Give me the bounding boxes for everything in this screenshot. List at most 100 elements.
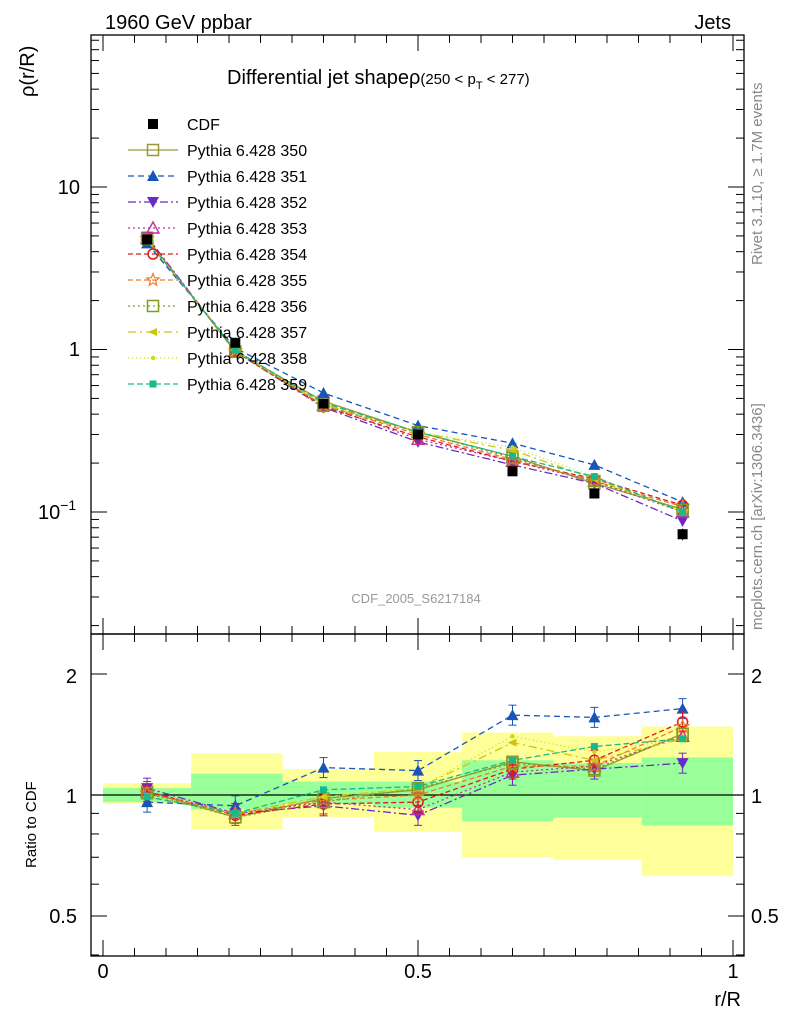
main-series-point <box>506 437 519 449</box>
plot-title: Differential jet shapeρ(250 < pT < 277) <box>227 67 530 92</box>
ratio-series-point <box>590 743 598 751</box>
legend-label: Pythia 6.428 359 <box>187 377 307 394</box>
main-y-tick-label-base: 10 <box>38 502 60 524</box>
ratio-y-axis-label: Ratio to CDF <box>23 781 40 868</box>
plot-title-range: (250 < p <box>420 71 475 88</box>
main-y-tick-label-0.1: 10−1 <box>38 497 76 524</box>
ratio-series-point <box>509 756 516 764</box>
main-y-tick-label-exponent: −1 <box>60 497 76 513</box>
ratio-series-point <box>676 758 689 770</box>
main-series-point <box>676 516 689 528</box>
ratio-series-point <box>674 718 691 734</box>
header-left: 1960 GeV ppbar <box>105 12 252 34</box>
ratio-series-point <box>410 802 426 816</box>
plot-title-main: Differential jet shapeρ <box>227 67 420 89</box>
main-series-point <box>317 386 330 398</box>
ratio-y-tick-label-0.5: 0.5 <box>49 906 77 928</box>
legend-marker <box>145 220 161 234</box>
watermark: CDF_2005_S6217184 <box>351 591 480 606</box>
ratio-series-point <box>411 781 425 795</box>
legend: CDF Pythia 6.428 350 Pythia 6.428 351 Pythi… <box>128 117 307 394</box>
ratio-series-point <box>412 764 424 776</box>
legend-marker <box>147 248 159 260</box>
legend-item: Pythia 6.428 359 <box>128 377 307 394</box>
data-point <box>318 398 329 409</box>
main-y-axis-label: ρ(r/R) <box>17 46 39 97</box>
legend-item: Pythia 6.428 356 <box>128 299 307 316</box>
legend-label: Pythia 6.428 353 <box>187 221 307 238</box>
inner-band-bin <box>641 757 733 826</box>
legend-item: Pythia 6.428 351 <box>128 169 307 186</box>
data-point <box>677 529 688 540</box>
legend-label: Pythia 6.428 351 <box>187 169 307 186</box>
legend-marker-cdf <box>148 119 158 129</box>
axis-ticks <box>91 35 744 956</box>
main-series-point <box>679 508 687 516</box>
x-axis-label: r/R <box>714 989 741 1011</box>
legend-label: Pythia 6.428 356 <box>187 299 307 316</box>
legend-item: Pythia 6.428 357 <box>128 325 307 342</box>
plot-title-range-end: < 277) <box>483 71 530 88</box>
x-tick-label-1: 1 <box>727 961 738 983</box>
ratio-series <box>139 698 691 826</box>
ratio-series-point <box>317 761 330 773</box>
side-text-bottom: mcplots.cern.ch [arXiv:1306.3436] <box>749 403 766 630</box>
legend-label: Pythia 6.428 352 <box>187 195 307 212</box>
ratio-series-point <box>321 794 326 799</box>
main-series-point <box>509 452 516 460</box>
ratio-series-point <box>507 738 517 747</box>
ratio-series-point <box>588 711 601 723</box>
legend-label-cdf: CDF <box>187 117 220 134</box>
ratio-series-point <box>588 762 601 776</box>
ratio-series-point <box>589 756 599 765</box>
main-y-tick-label-10: 10 <box>58 177 80 199</box>
legend-item: Pythia 6.428 350 <box>128 143 307 160</box>
legend-item: Pythia 6.428 354 <box>128 247 307 264</box>
legend-marker <box>148 328 157 336</box>
legend-marker <box>147 197 159 208</box>
ratio-series-point <box>320 786 327 794</box>
data-point <box>589 488 600 499</box>
legend-label: Pythia 6.428 357 <box>187 325 307 342</box>
x-tick-label-0.5: 0.5 <box>404 961 432 983</box>
ratio-series-point <box>679 735 687 743</box>
main-series-point <box>586 472 603 488</box>
legend-label: Pythia 6.428 358 <box>187 351 307 368</box>
legend-marker <box>150 355 156 361</box>
main-series-point <box>588 458 601 470</box>
x-tick-label-0: 0 <box>97 961 108 983</box>
data-point <box>507 466 518 477</box>
ratio-y-tick-label-2: 2 <box>66 666 77 688</box>
main-series-point <box>590 473 598 481</box>
ratio-series-point <box>143 793 151 801</box>
legend-marker <box>146 143 160 157</box>
legend-item: Pythia 6.428 358 <box>128 351 307 368</box>
header-right: Jets <box>694 12 731 34</box>
legend-item-cdf: CDF <box>148 117 220 134</box>
legend-label: Pythia 6.428 355 <box>187 273 307 290</box>
ratio-series-point <box>676 716 689 728</box>
data-point <box>413 429 423 440</box>
legend-marker <box>149 380 157 388</box>
legend-label: Pythia 6.428 354 <box>187 247 307 264</box>
ratio-y-tick-label-2-right: 2 <box>751 666 762 688</box>
legend-item: Pythia 6.428 355 <box>128 271 307 290</box>
main-series-point <box>510 445 515 450</box>
ratio-series-point <box>412 810 424 822</box>
side-text-top: Rivet 3.1.10, ≥ 1.7M events <box>749 83 766 266</box>
ratio-series-point <box>506 709 519 721</box>
main-series-point <box>412 419 424 431</box>
ratio-y-tick-label-1-right: 1 <box>751 786 762 808</box>
legend-item: Pythia 6.428 352 <box>128 195 307 212</box>
ratio-series-point <box>676 702 689 714</box>
main-y-tick-label-1: 1 <box>69 339 80 361</box>
ratio-series-point <box>231 809 239 817</box>
legend-label: Pythia 6.428 350 <box>187 143 307 160</box>
inner-band-bin <box>553 763 642 818</box>
main-series-point <box>231 346 239 354</box>
plot-title-subscript: T <box>476 80 483 92</box>
legend-marker <box>147 170 159 181</box>
legend-marker <box>145 271 161 287</box>
main-series <box>139 230 691 541</box>
